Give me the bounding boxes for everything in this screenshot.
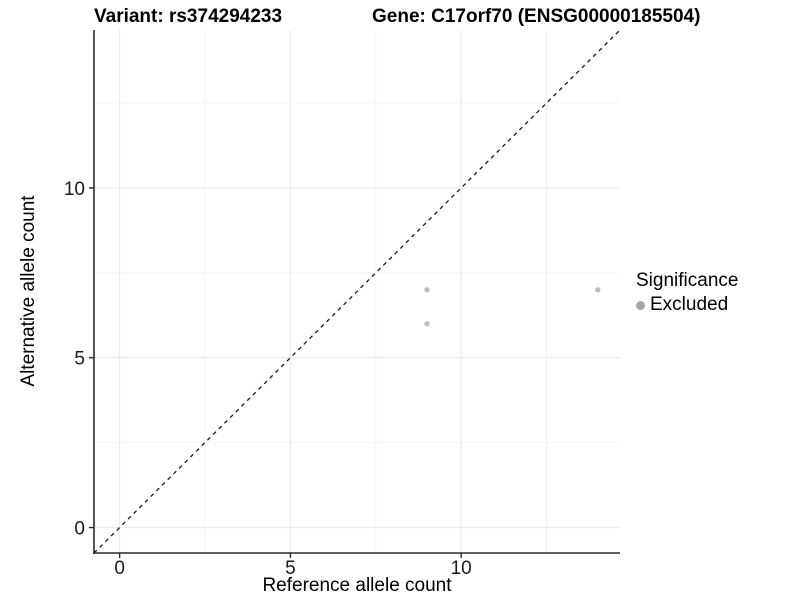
data-point	[424, 287, 430, 293]
legend-item-excluded: Excluded	[636, 294, 738, 316]
data-point	[595, 287, 601, 293]
y-tick-label: 5	[74, 349, 85, 370]
legend: Significance Excluded	[636, 270, 738, 316]
x-tick-label: 0	[114, 558, 125, 579]
legend-item-label: Excluded	[650, 294, 729, 315]
y-axis-label: Alternative allele count	[18, 195, 39, 387]
y-tick-label: 0	[74, 519, 85, 540]
x-tick-label: 10	[451, 558, 472, 579]
y-tick-label: 10	[64, 179, 85, 200]
plot-title-variant: Variant: rs374294233	[94, 6, 283, 27]
identity-line	[93, 29, 621, 554]
x-axis-label: Reference allele count	[262, 575, 452, 596]
legend-title: Significance	[636, 270, 739, 291]
data-point	[424, 321, 430, 327]
plot-title-gene: Gene: C17orf70 (ENSG00000185504)	[372, 6, 701, 27]
x-tick-label: 5	[285, 558, 296, 579]
legend-dot-icon	[636, 300, 645, 310]
